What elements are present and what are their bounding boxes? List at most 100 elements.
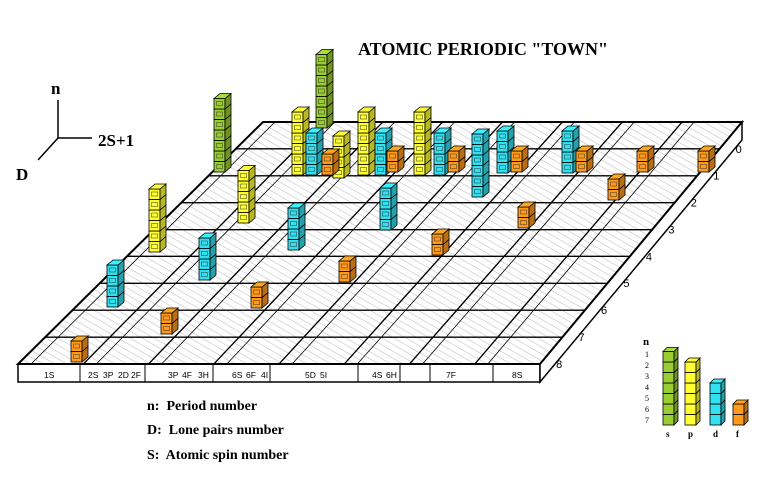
legend-cell xyxy=(709,403,722,415)
board-subdivider xyxy=(357,336,382,365)
tower-block-mark xyxy=(564,154,571,160)
legend-cell xyxy=(684,382,697,394)
row-number-label: 0 xyxy=(736,144,742,156)
tower-block-mark xyxy=(151,244,158,249)
tower-block-mark xyxy=(474,136,481,142)
tower-block xyxy=(607,178,620,190)
legend-cell xyxy=(709,414,722,426)
board-subdivider xyxy=(525,148,551,177)
tower-f xyxy=(516,201,537,229)
tower-block xyxy=(374,132,387,144)
tower-block-mark xyxy=(308,156,315,162)
tower-block xyxy=(374,143,387,155)
tower-block-mark xyxy=(382,190,389,196)
tower-block-mark xyxy=(318,99,325,104)
tower-block-mark xyxy=(216,153,223,159)
tower-block xyxy=(496,130,509,142)
tower-block-mark xyxy=(360,167,367,172)
row-number-label: 4 xyxy=(646,251,652,263)
board-subdivider xyxy=(429,256,455,284)
board-subdivider xyxy=(381,309,406,338)
board-subdivider xyxy=(316,175,344,203)
tower-block-mark xyxy=(360,125,367,130)
tower-block xyxy=(697,161,710,173)
tower-f xyxy=(249,281,270,309)
tower-block xyxy=(471,186,484,198)
board-subdivider xyxy=(440,175,466,203)
tower-block xyxy=(305,132,318,144)
tower-block-mark xyxy=(564,133,571,139)
tower-block xyxy=(106,264,119,276)
board-subdivider xyxy=(670,121,695,150)
tower-block-mark xyxy=(382,211,389,217)
tower-block-mark xyxy=(513,164,520,169)
tower-block-mark xyxy=(360,146,367,151)
tower-p xyxy=(356,106,377,176)
legend: n 1 2 3 4 5 6 7 s p d f xyxy=(643,336,749,439)
tower-block-mark xyxy=(324,156,331,162)
tower-block xyxy=(70,351,83,363)
base-term-label: 5I xyxy=(320,370,327,380)
board-subdivider xyxy=(122,309,150,338)
board-subdivider xyxy=(341,283,367,311)
tower-block-mark xyxy=(639,153,646,159)
legend-block-label: s xyxy=(666,429,670,439)
tower-block xyxy=(496,141,509,153)
legend-cell xyxy=(662,403,675,415)
base-term-label: 4I xyxy=(261,370,268,380)
base-term-label: 3P xyxy=(168,370,179,380)
tower-block xyxy=(315,106,328,118)
tower-p xyxy=(412,106,433,176)
tower-block xyxy=(510,150,523,162)
tower-f xyxy=(320,148,341,176)
tower-block xyxy=(148,209,161,221)
tower-top xyxy=(249,281,270,288)
tower-d xyxy=(304,127,325,176)
tower-block-mark xyxy=(360,156,367,162)
tower-block xyxy=(517,217,530,229)
tower-block xyxy=(148,188,161,200)
board-subdivider xyxy=(510,309,534,338)
tower-block xyxy=(287,239,300,251)
tower-block-mark xyxy=(382,201,389,206)
tower-block xyxy=(413,153,426,165)
definition-lone-pairs: D: Lone pairs number xyxy=(147,423,284,438)
base-term-label: 4S xyxy=(372,370,383,380)
board-subdivider xyxy=(175,256,203,284)
tower-block xyxy=(315,64,328,76)
legend-period-number: 7 xyxy=(645,416,649,425)
legend-n-label: n xyxy=(643,336,649,348)
board-outline xyxy=(15,121,745,365)
axis-label-d: D xyxy=(16,165,28,184)
tower-block xyxy=(332,135,345,147)
row-number-label: 8 xyxy=(556,359,562,371)
tower-block-mark xyxy=(294,167,301,172)
tower-block xyxy=(575,161,588,173)
base-term-label: 6S xyxy=(232,370,243,380)
tower-top xyxy=(606,173,627,180)
board-subdivider xyxy=(563,175,588,203)
tower-block-mark xyxy=(377,135,384,141)
tower-top xyxy=(236,165,257,171)
legend-cell-top xyxy=(662,347,679,352)
tower-top xyxy=(574,145,595,152)
tower-block-mark xyxy=(201,240,208,246)
board-subdivider xyxy=(251,309,278,338)
tower-block xyxy=(471,154,484,166)
tower-d xyxy=(197,232,218,281)
tower-block xyxy=(213,161,226,173)
tower-d xyxy=(470,128,491,198)
tower-top xyxy=(356,106,377,113)
tower-block-mark xyxy=(109,267,116,273)
board-subdivider xyxy=(255,175,283,203)
tower-block-mark xyxy=(151,191,158,197)
tower-block-mark xyxy=(416,167,423,172)
tower-top xyxy=(430,228,451,235)
tower-block xyxy=(374,164,387,176)
tower-block-mark xyxy=(474,189,481,194)
tower-block xyxy=(561,162,574,174)
base-term-label: 3P xyxy=(103,370,114,380)
tower-top xyxy=(509,145,530,152)
board-subdivider xyxy=(625,175,649,203)
tower-block xyxy=(636,150,649,162)
